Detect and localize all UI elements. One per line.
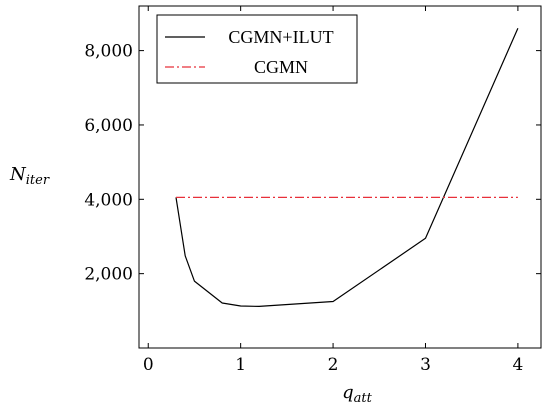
y-axis-label-main: N	[9, 164, 27, 185]
x-tick-label: 0	[143, 355, 154, 375]
x-axis-label-main: q	[342, 382, 354, 403]
axes	[138, 5, 542, 349]
series-line-0	[175, 28, 519, 307]
x-axis-label-sub: att	[354, 391, 373, 406]
x-axis-label: qatt	[342, 382, 373, 406]
legend-entry-1: CGMN	[254, 57, 308, 77]
ticks: 0 1 2 3 4 2,000 4,000 6,000 8,000	[84, 6, 541, 375]
y-tick-label: 8,000	[84, 42, 133, 62]
y-tick-label: 6,000	[84, 116, 133, 136]
legend-box	[156, 14, 358, 84]
y-axis-label: Niter	[9, 164, 50, 188]
x-tick-label: 1	[235, 355, 246, 375]
legend-entry-0: CGMN+ILUT	[228, 27, 333, 47]
axis-labels: qatt Niter	[9, 164, 373, 406]
y-tick-label: 4,000	[84, 190, 133, 210]
plot-frame	[138, 5, 542, 349]
legend: CGMN+ILUT CGMN	[156, 14, 358, 84]
y-tick-label: 2,000	[84, 265, 133, 285]
x-tick-label: 3	[420, 355, 431, 375]
x-tick-label: 2	[328, 355, 339, 375]
series-layer	[175, 28, 519, 307]
x-tick-label: 4	[512, 355, 523, 375]
y-axis-label-sub: iter	[26, 173, 50, 188]
